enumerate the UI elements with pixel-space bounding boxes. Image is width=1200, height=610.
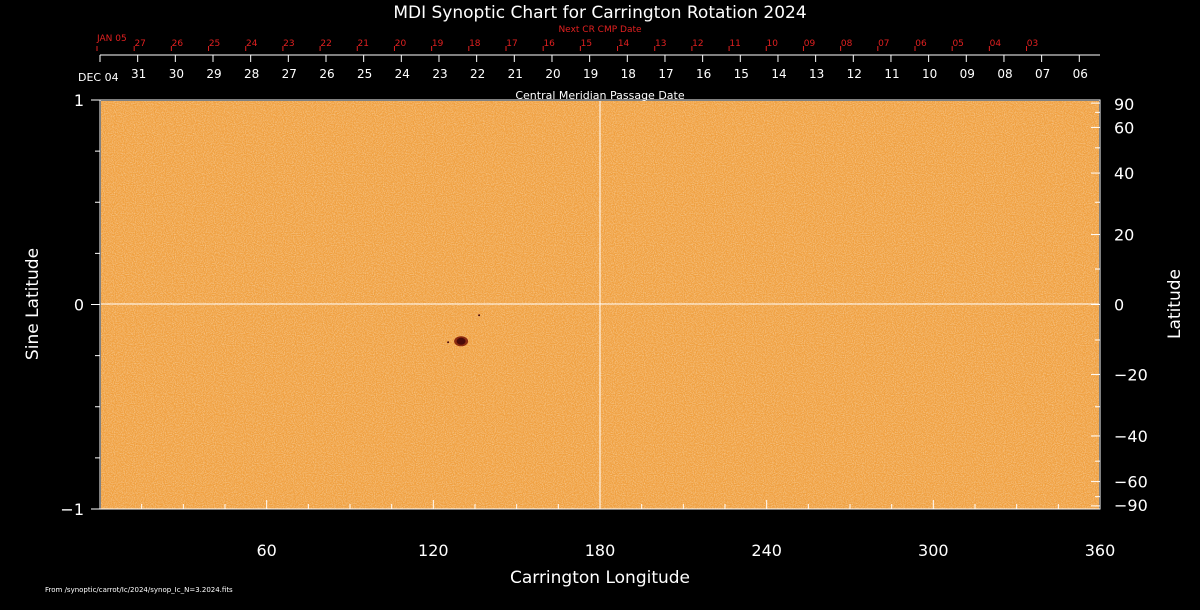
y-right-axis-label: Latitude <box>1165 269 1185 339</box>
cmp-date-label: 20 <box>545 67 560 81</box>
x-tick-label: 360 <box>1085 541 1116 560</box>
next-cr-date-label: 10 <box>767 39 779 49</box>
next-cr-date-label: 03 <box>1027 39 1038 49</box>
cmp-date-label: 13 <box>809 67 824 81</box>
next-cr-date-label: 18 <box>469 39 481 49</box>
sunspot-pore <box>478 314 481 317</box>
cmp-date-label: 21 <box>508 67 523 81</box>
next-cr-date-label: 25 <box>209 39 220 49</box>
y-left-tick-label: 0 <box>74 296 84 315</box>
cmp-date-label: 26 <box>319 67 334 81</box>
cmp-date-label: 18 <box>621 67 636 81</box>
features <box>447 314 481 347</box>
next-cr-date-label: 16 <box>543 39 555 49</box>
next-cr-date-label: 20 <box>395 39 407 49</box>
cmp-axis: 31 30 29 28 27 26 25 24 23 22 21 20 19 18 17 16 15 14 13 12… <box>99 54 1100 81</box>
next-cr-date-label: 09 <box>804 39 816 49</box>
cmp-start-label: DEC 04 <box>78 71 119 84</box>
next-cr-date-label: 23 <box>283 39 294 49</box>
x-axis: 60 120 180 240 300 360 <box>141 500 1116 560</box>
y-right-tick-label: −60 <box>1114 473 1148 492</box>
cmp-date-label: 29 <box>206 67 221 81</box>
footer-source: From /synoptic/carrot/Ic/2024/synop_Ic_N… <box>45 586 233 594</box>
y-right-tick-label: −20 <box>1114 365 1148 384</box>
cmp-date-label: 09 <box>960 67 975 81</box>
cmp-date-label: 06 <box>1073 67 1088 81</box>
next-cr-date-label: 04 <box>990 39 1002 49</box>
y-right-tick-label: −40 <box>1114 427 1148 446</box>
x-tick-label: 180 <box>585 541 616 560</box>
cmp-date-label: 27 <box>282 67 297 81</box>
sunspot-pore <box>447 341 450 344</box>
next-cr-date-label: 07 <box>878 39 889 49</box>
next-cr-date-label: 24 <box>246 39 258 49</box>
y-left-axis-label: Sine Latitude <box>23 248 43 360</box>
cmp-date-label: 12 <box>847 67 862 81</box>
next-cr-date-label: 27 <box>134 39 145 49</box>
next-cr-date-label: 14 <box>618 39 630 49</box>
y-right-tick-label: 90 <box>1114 95 1134 114</box>
cmp-date-label: 08 <box>997 67 1012 81</box>
next-cr-date-label: 15 <box>581 39 592 49</box>
next-cr-date-label: 17 <box>506 39 517 49</box>
chart-title: MDI Synoptic Chart for Carrington Rotati… <box>393 3 806 23</box>
x-axis-label: Carrington Longitude <box>510 568 690 588</box>
next-cr-date-label: 22 <box>320 39 331 49</box>
next-cr-date-label: 06 <box>915 39 927 49</box>
x-tick-label: 60 <box>256 541 276 560</box>
y-left-tick-label: 1 <box>74 91 84 110</box>
y-right-tick-label: 20 <box>1114 226 1134 245</box>
y-right-axis: 90 60 40 20 0 −20 −40 −60 −90 <box>1091 95 1148 515</box>
cmp-date-label: 25 <box>357 67 372 81</box>
next-cr-axis: 27 26 25 24 23 22 21 20 19 18 17 16 15 14 13 12 11 10 09 08… <box>96 39 1038 51</box>
cmp-date-label: 19 <box>583 67 598 81</box>
sunspot-umbra <box>456 337 466 345</box>
cmp-date-label: 10 <box>922 67 937 81</box>
x-tick-label: 300 <box>918 541 949 560</box>
cmp-date-label: 31 <box>131 67 146 81</box>
y-right-tick-label: 60 <box>1114 118 1134 137</box>
cmp-date-label: 07 <box>1035 67 1050 81</box>
y-right-tick-label: −90 <box>1114 496 1148 515</box>
y-left-axis: 1 0 −1 <box>60 91 100 519</box>
cmp-date-label: 15 <box>734 67 749 81</box>
x-tick-label: 120 <box>418 541 449 560</box>
x-tick-label: 240 <box>751 541 782 560</box>
cmp-date-label: 14 <box>771 67 786 81</box>
cmp-axis-label: Central Meridian Passage Date <box>515 89 684 102</box>
cmp-date-label: 17 <box>658 67 673 81</box>
y-right-tick-label: 0 <box>1114 296 1124 315</box>
cmp-date-label: 28 <box>244 67 259 81</box>
next-cr-date-label: 13 <box>655 39 666 49</box>
cmp-date-label: 16 <box>696 67 711 81</box>
y-right-tick-label: 40 <box>1114 164 1134 183</box>
next-cr-date-label: 11 <box>729 39 740 49</box>
y-left-tick-label: −1 <box>60 500 84 519</box>
cmp-date-label: 23 <box>432 67 447 81</box>
cmp-date-label: 11 <box>884 67 899 81</box>
next-cr-date-label: 12 <box>692 39 703 49</box>
next-cr-start-label: JAN 05 <box>96 34 127 44</box>
next-cr-date-label: 08 <box>841 39 853 49</box>
cmp-date-label: 22 <box>470 67 485 81</box>
cmp-date-label: 24 <box>395 67 410 81</box>
next-cr-date-label: 21 <box>358 39 369 49</box>
next-cr-date-label: 19 <box>432 39 444 49</box>
next-cr-date-label: 26 <box>172 39 184 49</box>
next-cr-axis-label: Next CR CMP Date <box>558 25 642 35</box>
cmp-date-label: 30 <box>169 67 184 81</box>
next-cr-date-label: 05 <box>952 39 963 49</box>
